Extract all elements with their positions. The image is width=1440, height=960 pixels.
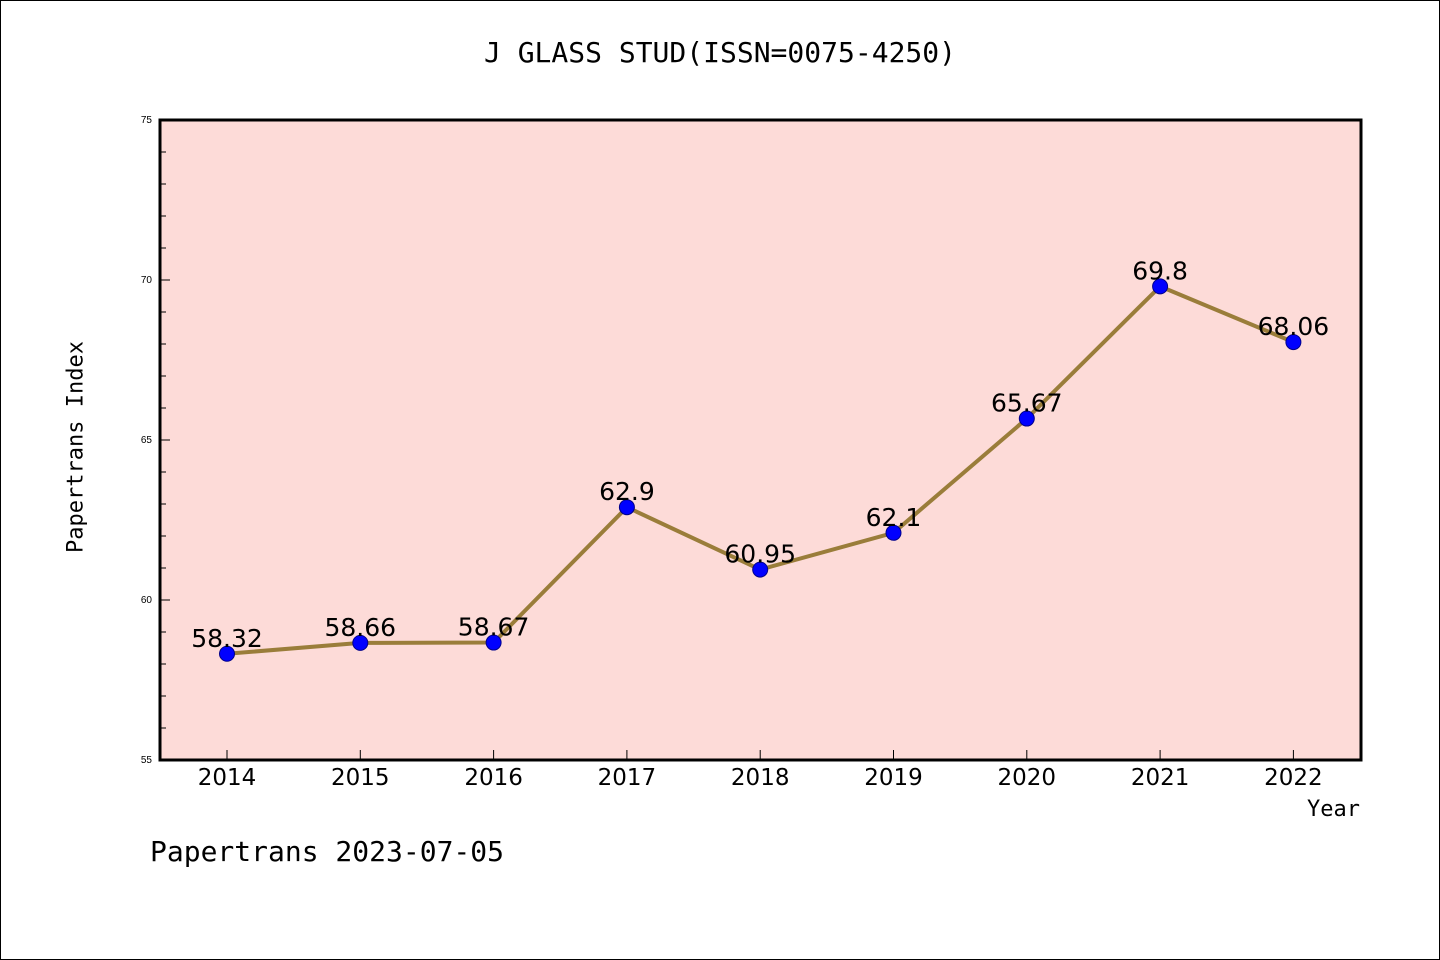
data-point <box>885 524 902 541</box>
chart-title: J GLASS STUD(ISSN=0075-4250) <box>483 36 956 69</box>
data-label: 62.1 <box>866 503 922 532</box>
x-tick-label: 2021 <box>1131 765 1190 791</box>
data-point <box>752 561 769 578</box>
data-label: 58.66 <box>325 613 397 642</box>
data-label: 65.67 <box>991 389 1063 418</box>
plot-area <box>158 118 1363 762</box>
data-point <box>618 499 635 516</box>
y-axis-label: Papertrans Index <box>63 341 89 553</box>
data-point <box>219 645 235 662</box>
y-axis: 55 60 65 70 75 <box>141 115 170 766</box>
y-tick-label: 65 <box>141 435 153 446</box>
x-tick-label: 2015 <box>331 765 390 791</box>
data-label: 69.8 <box>1132 256 1188 285</box>
x-tick-label: 2014 <box>198 765 257 791</box>
x-tick-label: 2019 <box>864 765 923 791</box>
data-point <box>352 634 369 651</box>
data-label: 58.67 <box>458 613 530 642</box>
data-label: 60.95 <box>724 540 796 569</box>
y-tick-label: 75 <box>141 115 153 126</box>
data-label: 68.06 <box>1258 312 1330 341</box>
data-point <box>1285 334 1302 351</box>
data-labels: 58.32 58.66 58.67 62.9 60.95 62.1 65.67 69.8 68.… <box>191 256 1329 652</box>
footer-credit: Papertrans 2023-07-05 <box>150 835 505 868</box>
x-axis-label: Year <box>1307 797 1360 822</box>
data-point <box>485 634 502 651</box>
data-label: 58.32 <box>191 624 263 653</box>
data-point <box>1018 410 1035 427</box>
data-point <box>1152 278 1169 295</box>
y-tick-label: 70 <box>141 275 153 286</box>
data-markers <box>219 278 1302 662</box>
x-axis: 2014 2015 2016 2017 2018 2019 2020 2021 2022 <box>198 750 1323 791</box>
x-tick-label: 2017 <box>598 765 657 791</box>
x-tick-label: 2022 <box>1264 765 1323 791</box>
x-tick-label: 2018 <box>731 765 790 791</box>
x-tick-label: 2020 <box>998 765 1057 791</box>
y-tick-label: 55 <box>141 755 153 766</box>
x-tick-label: 2016 <box>464 765 523 791</box>
y-tick-label: 60 <box>141 595 153 606</box>
data-label: 62.9 <box>599 477 655 506</box>
